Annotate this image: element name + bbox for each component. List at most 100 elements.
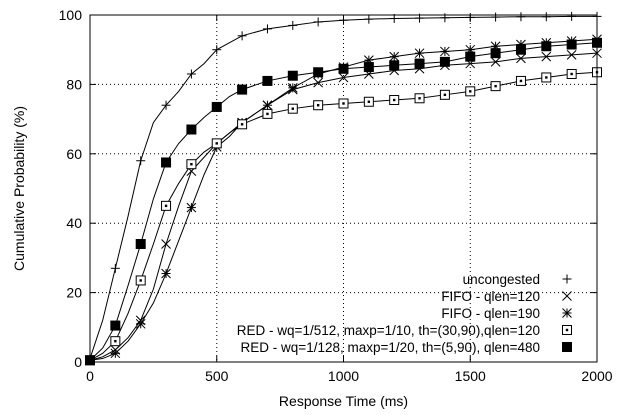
x-tick-label-2: 1000	[328, 368, 359, 384]
data-point-0-9	[313, 17, 323, 27]
data-point-3-12	[389, 95, 400, 106]
data-point-0-17	[516, 12, 526, 22]
legend-item-3: RED - wq=1/512, maxp=1/10, th=(30,90),ql…	[237, 323, 572, 338]
data-point-4-16	[490, 48, 501, 59]
data-point-4-14	[439, 56, 450, 67]
data-point-3-7	[262, 108, 273, 119]
data-point-2-7	[262, 100, 273, 111]
data-point-4-13	[414, 58, 425, 69]
data-point-4-11	[363, 62, 374, 73]
data-point-1-3	[161, 239, 171, 249]
y-tick-label-1: 20	[66, 285, 82, 301]
data-point-4-8	[287, 70, 298, 81]
data-point-3-11	[363, 96, 374, 107]
data-point-4-12	[389, 60, 400, 71]
data-point-2-3	[161, 268, 171, 279]
data-point-2-4	[186, 202, 197, 213]
data-point-2-8	[287, 83, 298, 93]
y-tick-label-3: 60	[66, 146, 82, 162]
data-point-3-17	[515, 75, 526, 86]
y-tick-label-5: 100	[59, 7, 83, 23]
data-point-4-7	[262, 75, 273, 86]
data-point-4-15	[465, 51, 476, 62]
data-point-0-1	[110, 263, 120, 273]
legend-label-3: RED - wq=1/512, maxp=1/10, th=(30,90),ql…	[237, 323, 540, 338]
legend-label-2: FIFO - qlen=190	[441, 306, 540, 321]
axis-ticks	[89, 14, 598, 363]
data-point-0-8	[288, 20, 298, 30]
y-tick-label-4: 80	[66, 76, 82, 92]
data-point-3-18	[541, 72, 552, 83]
data-point-3-19	[566, 68, 577, 79]
data-point-0-7	[262, 24, 272, 34]
data-point-0-5	[212, 45, 222, 55]
data-point-3-4	[186, 159, 197, 170]
x-axis-title: Response Time (ms)	[279, 393, 408, 409]
data-point-1-9	[313, 77, 324, 88]
data-point-4-5	[211, 101, 222, 112]
data-point-3-14	[439, 89, 450, 100]
legend-marker-1	[562, 291, 572, 301]
legend-item-2: FIFO - qlen=190	[441, 306, 572, 321]
data-point-3-8	[287, 103, 298, 114]
series-markers	[85, 11, 602, 366]
data-point-3-3	[161, 200, 172, 211]
data-point-4-19	[566, 39, 577, 50]
data-point-0-18	[541, 12, 551, 22]
data-point-2-13	[414, 48, 425, 59]
data-point-0-2	[136, 156, 146, 166]
data-point-0-6	[237, 31, 247, 41]
data-point-3-6	[237, 119, 248, 130]
x-tick-label-4: 2000	[581, 368, 612, 384]
data-point-2-14	[440, 46, 450, 57]
data-point-0-3	[161, 100, 171, 110]
legend: uncongested FIFO - qlen=120 FIFO - qlen=19…	[237, 272, 572, 355]
data-point-0-16	[491, 12, 501, 22]
data-point-3-5	[211, 138, 222, 149]
y-tick-label-2: 40	[66, 215, 82, 231]
data-point-2-2	[135, 318, 146, 329]
data-point-4-1	[110, 320, 121, 331]
data-point-1-19	[566, 50, 577, 60]
legend-item-1: FIFO - qlen=120	[441, 289, 572, 304]
data-point-4-3	[161, 157, 172, 168]
data-point-1-18	[541, 51, 552, 62]
data-point-1-16	[490, 56, 501, 67]
legend-item-0: uncongested	[463, 272, 572, 287]
data-point-1-10	[338, 72, 349, 83]
data-point-4-6	[237, 84, 248, 95]
data-point-4-9	[313, 67, 324, 78]
data-point-3-10	[338, 98, 349, 109]
y-axis-title: Cumulative Probability (%)	[11, 106, 27, 271]
grid-lines	[90, 15, 597, 362]
x-tick-label-0: 0	[86, 368, 94, 384]
data-point-1-17	[516, 53, 526, 64]
legend-marker-0	[562, 274, 572, 284]
data-point-3-1	[110, 336, 121, 347]
data-point-3-13	[414, 93, 425, 104]
x-tick-label-1: 500	[205, 368, 229, 384]
data-point-3-9	[313, 100, 324, 111]
legend-marker-3	[562, 325, 572, 335]
y-tick-label-0: 0	[74, 354, 82, 370]
data-point-3-2	[135, 275, 146, 286]
data-point-2-12	[389, 51, 400, 62]
data-point-0-11	[364, 14, 374, 24]
data-point-4-18	[541, 41, 552, 52]
data-point-0-4	[186, 69, 196, 79]
data-point-4-4	[186, 124, 197, 135]
legend-marker-4	[562, 342, 572, 352]
x-tick-label-3: 1500	[455, 368, 486, 384]
data-point-4-10	[338, 63, 349, 74]
legend-label-0: uncongested	[463, 272, 540, 287]
data-point-3-15	[465, 86, 476, 97]
tick-labels: 0 500 1000 1500 2000 0 20 40 60 80 100	[59, 7, 613, 384]
data-point-0-19	[567, 11, 577, 21]
legend-marker-2	[562, 308, 572, 318]
legend-label-4: RED - wq=1/128, maxp=1/20, th=(5,90), ql…	[241, 340, 540, 355]
data-point-4-17	[515, 44, 526, 55]
legend-item-4: RED - wq=1/128, maxp=1/20, th=(5,90), ql…	[241, 340, 572, 355]
data-point-2-1	[110, 348, 121, 359]
legend-label-1: FIFO - qlen=120	[441, 289, 540, 304]
